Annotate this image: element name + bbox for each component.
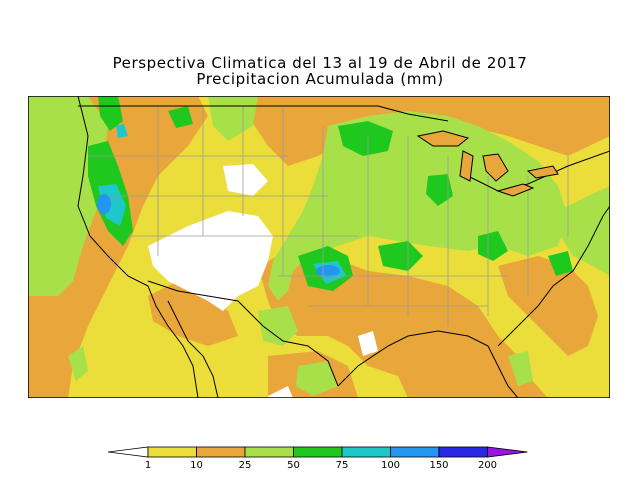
map-title: Perspectiva Climatica del 13 al 19 de Ab… xyxy=(112,54,528,72)
legend-tick-label: 100 xyxy=(380,460,401,471)
great-lakes xyxy=(416,130,559,197)
legend-tick-label: 10 xyxy=(190,460,203,471)
legend-swatch xyxy=(244,446,294,458)
legend-tick-label: 150 xyxy=(429,460,449,471)
map-subtitle: Precipitacion Acumulada (mm) xyxy=(196,70,444,88)
color-legend xyxy=(108,446,528,458)
precip-band-100-150 xyxy=(97,194,340,277)
legend-tick-label: 50 xyxy=(287,460,300,471)
legend-swatch xyxy=(196,446,246,458)
precipitation-map xyxy=(28,96,610,398)
legend-swatch xyxy=(293,446,343,458)
legend-tick-label: 200 xyxy=(477,460,498,471)
legend-swatch xyxy=(147,446,197,458)
national-borders xyxy=(77,96,610,398)
legend-swatch xyxy=(341,446,391,458)
legend-swatch-above xyxy=(487,446,528,458)
legend-tick-label: 25 xyxy=(238,460,252,471)
legend-tick-label: 75 xyxy=(335,460,349,471)
legend-swatch xyxy=(438,446,488,458)
legend-tick-label: 1 xyxy=(144,460,152,471)
state-boundaries xyxy=(88,106,569,326)
legend-swatch xyxy=(390,446,440,458)
legend-swatch-below xyxy=(108,446,149,458)
